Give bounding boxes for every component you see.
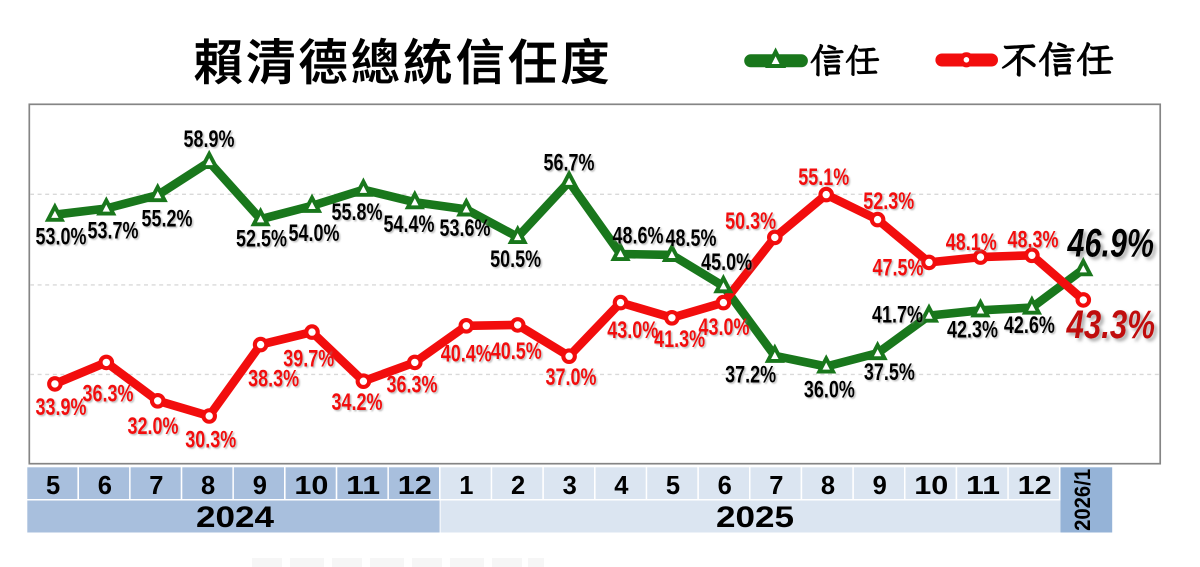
svg-text:12: 12 — [398, 472, 432, 500]
svg-text:42.6%: 42.6% — [1004, 312, 1055, 339]
svg-text:10: 10 — [914, 472, 948, 500]
svg-text:8: 8 — [821, 472, 835, 500]
svg-text:36.0%: 36.0% — [804, 377, 855, 404]
svg-text:55.2%: 55.2% — [142, 206, 193, 233]
svg-text:37.5%: 37.5% — [864, 359, 915, 386]
svg-text:32.0%: 32.0% — [128, 413, 179, 440]
svg-text:6: 6 — [718, 472, 732, 500]
svg-text:39.7%: 39.7% — [283, 346, 334, 373]
svg-text:11: 11 — [966, 472, 1000, 500]
svg-text:52.3%: 52.3% — [863, 188, 914, 215]
svg-text:9: 9 — [253, 472, 267, 500]
svg-text:2026/1: 2026/1 — [1070, 469, 1095, 531]
svg-text:48.5%: 48.5% — [666, 225, 717, 252]
svg-text:3: 3 — [563, 472, 577, 500]
svg-text:30.3%: 30.3% — [185, 427, 236, 454]
svg-text:54.0%: 54.0% — [289, 220, 340, 247]
svg-text:43.0%: 43.0% — [699, 314, 750, 341]
svg-text:2025: 2025 — [716, 501, 794, 534]
svg-text:46.9%: 46.9% — [1067, 221, 1154, 265]
svg-text:38.3%: 38.3% — [248, 366, 299, 393]
svg-text:47.5%: 47.5% — [873, 255, 924, 282]
svg-text:56.7%: 56.7% — [544, 150, 595, 177]
svg-text:6: 6 — [98, 472, 112, 500]
svg-text:40.5%: 40.5% — [491, 338, 542, 365]
svg-text:11: 11 — [346, 472, 380, 500]
svg-text:54.4%: 54.4% — [384, 211, 435, 238]
svg-text:10: 10 — [294, 472, 328, 500]
svg-text:36.3%: 36.3% — [387, 372, 438, 399]
svg-text:2024: 2024 — [196, 501, 275, 534]
svg-text:43.3%: 43.3% — [1066, 303, 1155, 347]
svg-text:48.1%: 48.1% — [946, 229, 997, 256]
svg-text:8: 8 — [201, 472, 215, 500]
svg-text:7: 7 — [769, 472, 783, 500]
svg-text:53.7%: 53.7% — [88, 218, 139, 245]
svg-text:37.0%: 37.0% — [546, 364, 597, 391]
svg-text:34.2%: 34.2% — [332, 389, 383, 416]
svg-text:48.3%: 48.3% — [1008, 227, 1059, 254]
svg-text:4: 4 — [614, 472, 629, 500]
svg-text:53.6%: 53.6% — [440, 215, 491, 242]
svg-text:48.6%: 48.6% — [613, 223, 664, 250]
svg-text:37.2%: 37.2% — [725, 362, 776, 389]
svg-text:33.9%: 33.9% — [36, 394, 87, 421]
svg-text:53.0%: 53.0% — [36, 224, 87, 251]
svg-text:55.8%: 55.8% — [332, 199, 383, 226]
svg-text:50.5%: 50.5% — [490, 246, 541, 273]
svg-text:5: 5 — [666, 472, 680, 500]
svg-text:45.0%: 45.0% — [701, 249, 752, 276]
svg-text:12: 12 — [1018, 472, 1052, 500]
svg-text:9: 9 — [873, 472, 887, 500]
svg-text:41.3%: 41.3% — [654, 326, 705, 353]
svg-text:2: 2 — [511, 472, 525, 500]
svg-text:42.3%: 42.3% — [947, 317, 998, 344]
svg-text:1: 1 — [459, 472, 473, 500]
svg-text:52.5%: 52.5% — [236, 226, 287, 253]
svg-text:40.4%: 40.4% — [441, 341, 492, 368]
svg-text:41.7%: 41.7% — [872, 302, 923, 329]
svg-text:43.0%: 43.0% — [607, 317, 658, 344]
svg-text:7: 7 — [149, 472, 163, 500]
svg-text:50.3%: 50.3% — [725, 208, 776, 235]
svg-text:36.3%: 36.3% — [83, 381, 134, 408]
svg-text:55.1%: 55.1% — [798, 164, 849, 191]
svg-text:5: 5 — [46, 472, 60, 500]
svg-text:58.9%: 58.9% — [184, 126, 235, 153]
